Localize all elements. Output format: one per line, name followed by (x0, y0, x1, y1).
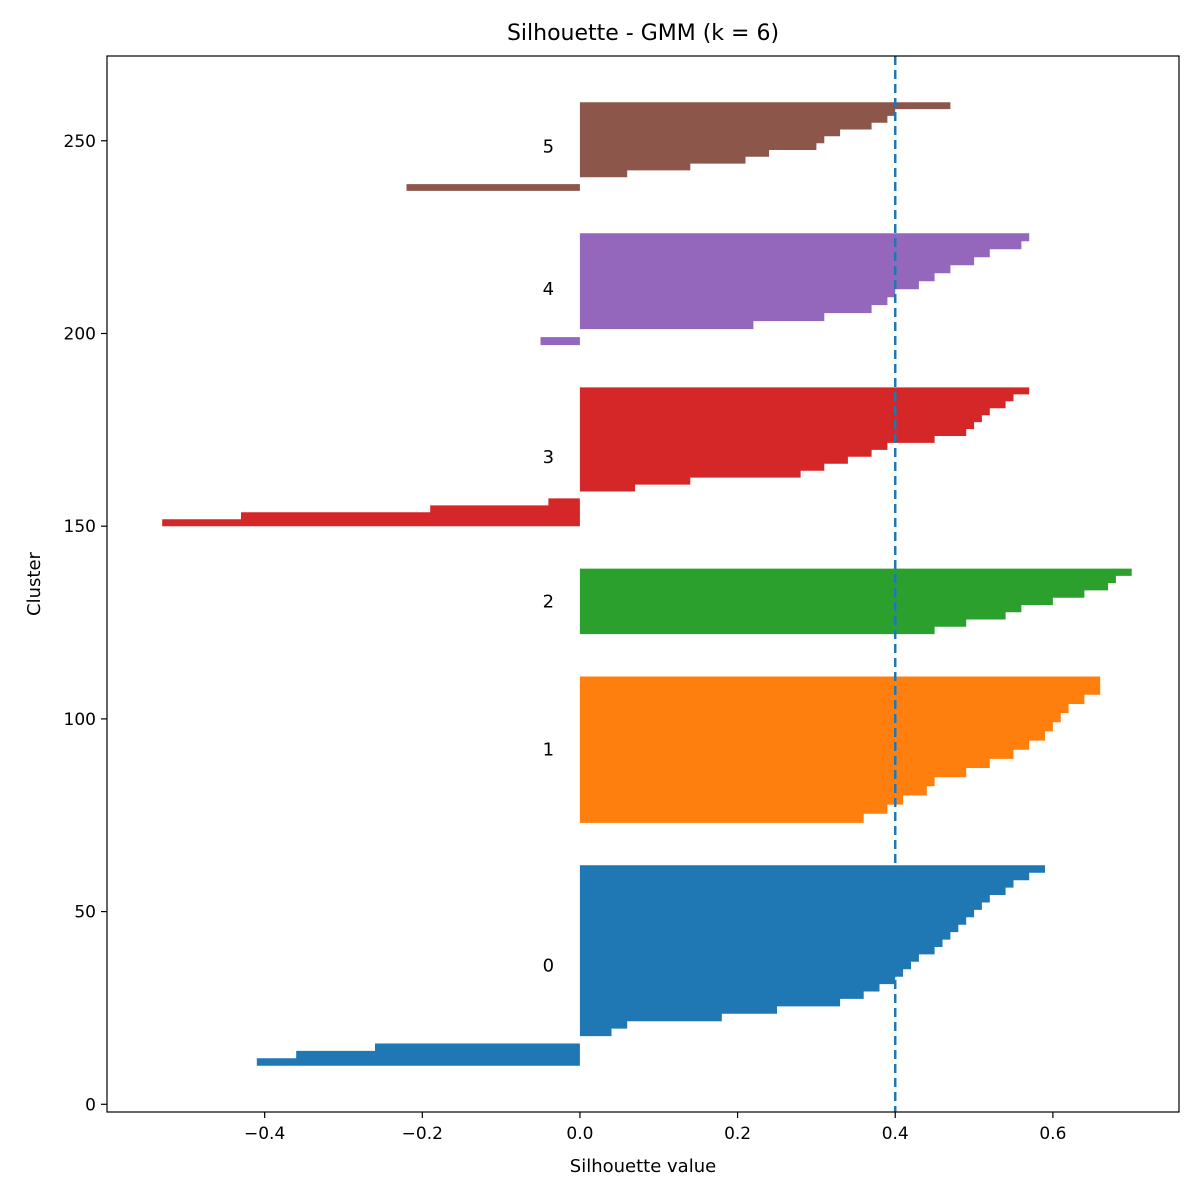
y-tick-label: 250 (64, 132, 96, 152)
x-tick-label: 0.0 (566, 1124, 593, 1144)
plot-frame (106, 55, 1180, 1113)
y-tick-label: 150 (64, 517, 96, 537)
cluster-0-label: 0 (543, 956, 554, 977)
cluster-1-silhouette (579, 676, 1101, 823)
x-axis-label: Silhouette value (570, 1156, 716, 1177)
cluster-2-silhouette (579, 568, 1132, 635)
x-axis: −0.4 −0.2 0.0 0.2 0.4 0.6 (244, 1112, 1066, 1144)
cluster-3-silhouette (162, 387, 1030, 527)
y-axis: 0 50 100 150 200 250 (64, 132, 107, 1115)
y-axis-label: Cluster (24, 551, 45, 615)
plot-area: 0 1 2 3 4 5 (162, 56, 1132, 1112)
cluster-1-label: 1 (543, 740, 554, 761)
cluster-0-silhouette (256, 865, 1045, 1066)
cluster-4-silhouette (540, 233, 1030, 346)
x-tick-label: −0.4 (244, 1124, 285, 1144)
y-tick-label: 50 (74, 903, 96, 923)
cluster-3-label: 3 (543, 447, 554, 468)
cluster-4-label: 4 (543, 279, 554, 300)
cluster-5-silhouette (406, 102, 951, 191)
y-tick-label: 100 (64, 710, 96, 730)
chart-title: Silhouette - GMM (k = 6) (507, 21, 779, 46)
y-tick-label: 200 (64, 324, 96, 344)
cluster-5-label: 5 (543, 137, 554, 158)
x-tick-label: 0.2 (724, 1124, 751, 1144)
x-tick-label: 0.4 (882, 1124, 909, 1144)
cluster-2-label: 2 (543, 591, 554, 612)
x-tick-label: 0.6 (1039, 1124, 1066, 1144)
y-tick-label: 0 (85, 1095, 96, 1115)
x-tick-label: −0.2 (402, 1124, 443, 1144)
